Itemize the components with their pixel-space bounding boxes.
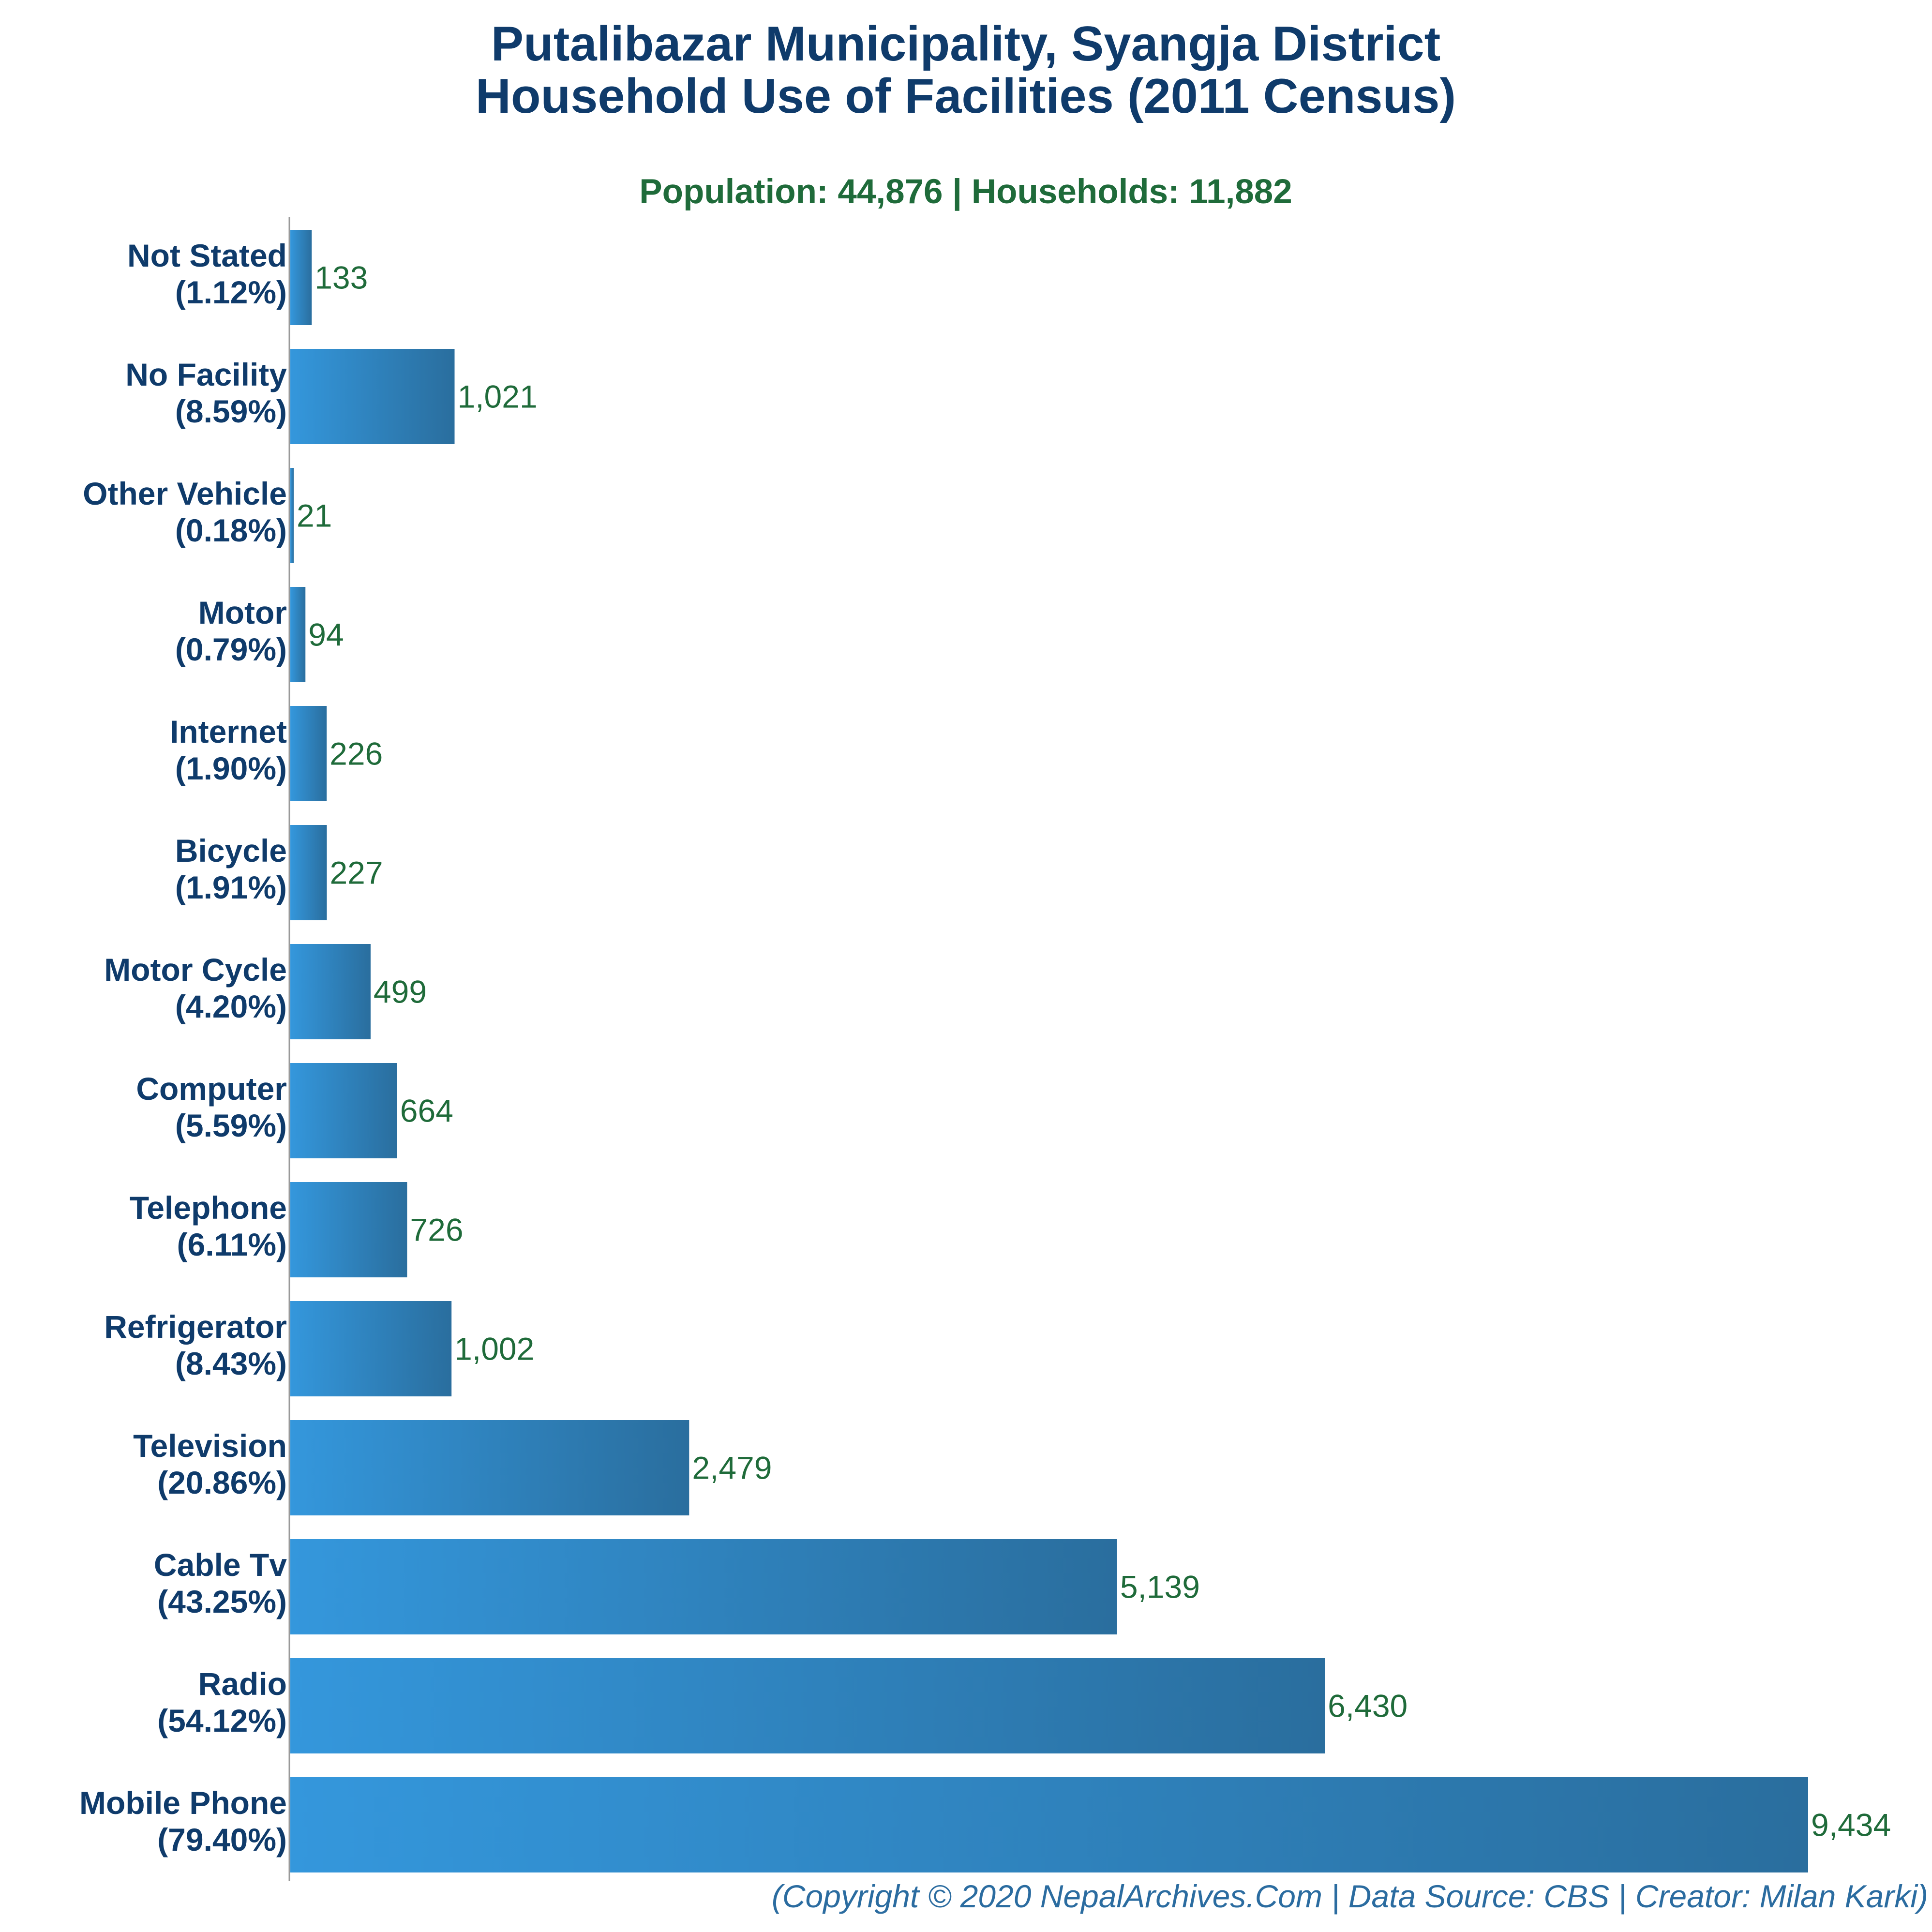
category-label: Internet — [170, 714, 287, 749]
category-label: Bicycle — [175, 833, 287, 869]
bar-motor-cycle — [290, 944, 371, 1039]
category-percentage-label: (1.12%) — [175, 274, 287, 310]
chart-title-line2: Household Use of Facilities (2011 Census… — [476, 69, 1456, 123]
category-label: Refrigerator — [104, 1309, 287, 1345]
bar-computer — [290, 1063, 397, 1158]
bar-bicycle — [290, 825, 327, 920]
value-label: 94 — [308, 617, 344, 653]
category-percentage-label: (6.11%) — [177, 1227, 287, 1262]
category-label: Radio — [198, 1666, 287, 1702]
category-percentage-label: (0.79%) — [175, 631, 287, 667]
footer-credit: (Copyright © 2020 NepalArchives.Com | Da… — [772, 1878, 1928, 1915]
category-percentage-label: (79.40%) — [157, 1822, 287, 1857]
bars-group: 133 Not Stated(1.12%) 1,021 No Facility(8.5… — [79, 230, 1891, 1872]
value-label: 499 — [374, 974, 427, 1010]
bar-radio — [290, 1658, 1325, 1753]
chart-subtitle: Population: 44,876 | Households: 11,882 — [639, 173, 1292, 211]
category-percentage-label: (43.25%) — [157, 1584, 287, 1619]
category-percentage-label: (54.12%) — [157, 1703, 287, 1738]
bar-other-vehicle — [290, 468, 294, 563]
bar-television — [290, 1420, 689, 1515]
value-label: 227 — [329, 855, 383, 891]
value-label: 2,479 — [692, 1450, 772, 1486]
category-label: Television — [133, 1428, 287, 1464]
category-percentage-label: (0.18%) — [175, 512, 287, 548]
category-label: Cable Tv — [154, 1547, 287, 1583]
value-label: 133 — [315, 260, 368, 296]
category-percentage-label: (4.20%) — [175, 988, 287, 1024]
category-percentage-label: (20.86%) — [157, 1465, 287, 1500]
bar-cable-tv — [290, 1539, 1117, 1634]
category-percentage-label: (8.43%) — [175, 1346, 287, 1381]
category-percentage-label: (8.59%) — [175, 393, 287, 429]
value-label: 5,139 — [1120, 1569, 1200, 1605]
value-label: 226 — [329, 736, 383, 772]
value-label: 664 — [400, 1093, 453, 1129]
category-label: Not Stated — [127, 238, 287, 273]
category-percentage-label: (5.59%) — [175, 1108, 287, 1143]
value-label: 21 — [297, 498, 332, 534]
bar-motor — [290, 587, 306, 682]
value-label: 6,430 — [1328, 1688, 1408, 1724]
category-label: Motor — [198, 595, 287, 630]
category-label: No Facility — [125, 357, 287, 392]
category-label: Computer — [136, 1071, 287, 1107]
category-percentage-label: (1.90%) — [175, 750, 287, 786]
value-label: 1,021 — [458, 379, 538, 415]
chart-title: Putalibazar Municipality, Syangja Distri… — [491, 17, 1441, 71]
category-label: Motor Cycle — [104, 952, 287, 988]
bar-telephone — [290, 1182, 407, 1277]
bar-mobile-phone — [290, 1777, 1808, 1872]
bar-not-stated — [290, 230, 312, 325]
category-label: Mobile Phone — [79, 1785, 287, 1821]
value-label: 9,434 — [1811, 1807, 1891, 1843]
category-label: Other Vehicle — [83, 476, 287, 511]
bar-refrigerator — [290, 1301, 452, 1396]
category-label: Telephone — [130, 1190, 287, 1226]
bar-no-facility — [290, 349, 455, 444]
bar-internet — [290, 706, 327, 801]
value-label: 726 — [410, 1212, 463, 1248]
value-label: 1,002 — [454, 1331, 534, 1367]
category-percentage-label: (1.91%) — [175, 869, 287, 905]
